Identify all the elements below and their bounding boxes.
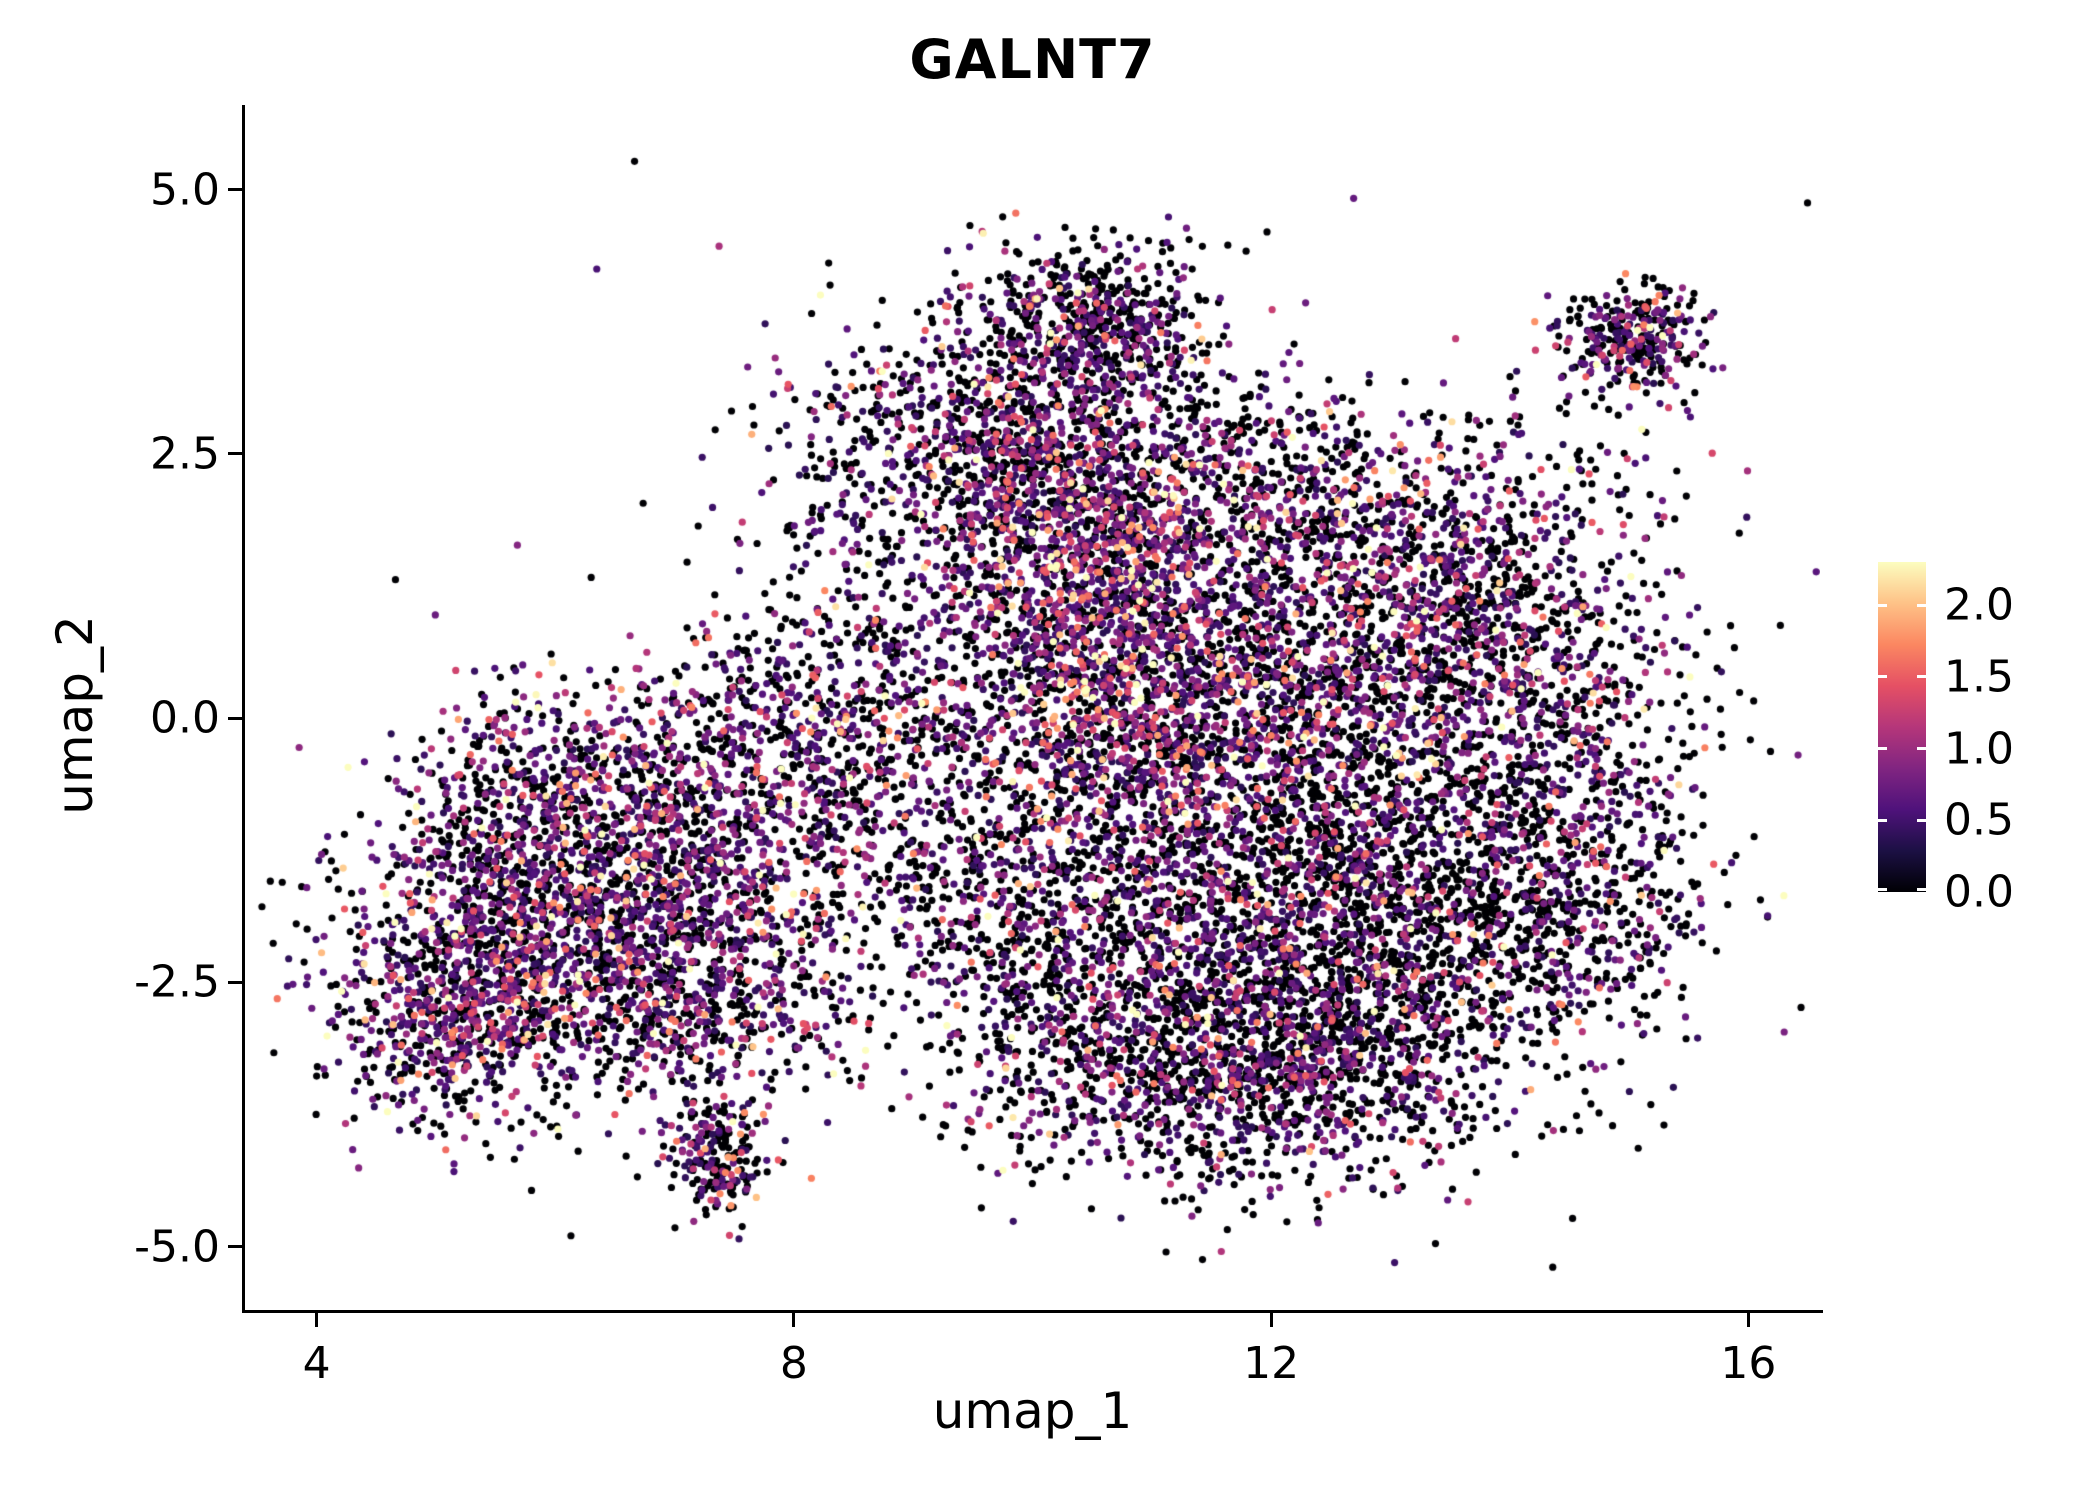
y-tick [228, 188, 242, 192]
x-tick-label: 8 [779, 1338, 808, 1389]
colorbar-tick-mark [1917, 675, 1926, 679]
x-tick [315, 1313, 319, 1327]
x-axis-label: umap_1 [932, 1382, 1133, 1440]
colorbar-tick-label: 1.5 [1944, 651, 2014, 703]
x-axis-line [242, 1310, 1823, 1313]
colorbar-tick-label: 0.5 [1944, 794, 2014, 846]
colorbar-tick-mark [1878, 747, 1887, 751]
x-tick [1746, 1313, 1750, 1327]
colorbar-tick-label: 2.0 [1944, 579, 2014, 631]
x-tick-label: 12 [1243, 1338, 1300, 1389]
plot-title: GALNT7 [909, 28, 1156, 91]
colorbar-tick-mark [1878, 675, 1887, 679]
y-axis-line [242, 105, 245, 1313]
y-tick [228, 716, 242, 720]
x-tick [792, 1313, 796, 1327]
colorbar-tick-label: 0.0 [1944, 866, 2014, 918]
colorbar-tick-mark [1878, 887, 1887, 891]
x-tick [1269, 1313, 1273, 1327]
colorbar-tick-mark [1878, 818, 1887, 822]
scatter-canvas [245, 105, 1820, 1310]
colorbar-tick-label: 1.0 [1944, 723, 2014, 775]
colorbar-gradient [1878, 562, 1926, 892]
x-tick-label: 16 [1720, 1338, 1777, 1389]
colorbar-tick-mark [1878, 603, 1887, 607]
y-tick [228, 1245, 242, 1249]
y-tick-label: -5.0 [134, 1221, 220, 1273]
colorbar-tick-mark [1917, 887, 1926, 891]
colorbar-tick-mark [1917, 603, 1926, 607]
colorbar-tick-mark [1917, 747, 1926, 751]
y-tick [228, 980, 242, 984]
y-tick-label: 2.5 [150, 428, 220, 480]
y-tick-label: -2.5 [134, 956, 220, 1008]
y-tick-label: 0.0 [150, 692, 220, 744]
y-tick [228, 452, 242, 456]
y-tick-label: 5.0 [150, 164, 220, 216]
x-tick-label: 4 [302, 1338, 331, 1389]
colorbar-tick-mark [1917, 818, 1926, 822]
